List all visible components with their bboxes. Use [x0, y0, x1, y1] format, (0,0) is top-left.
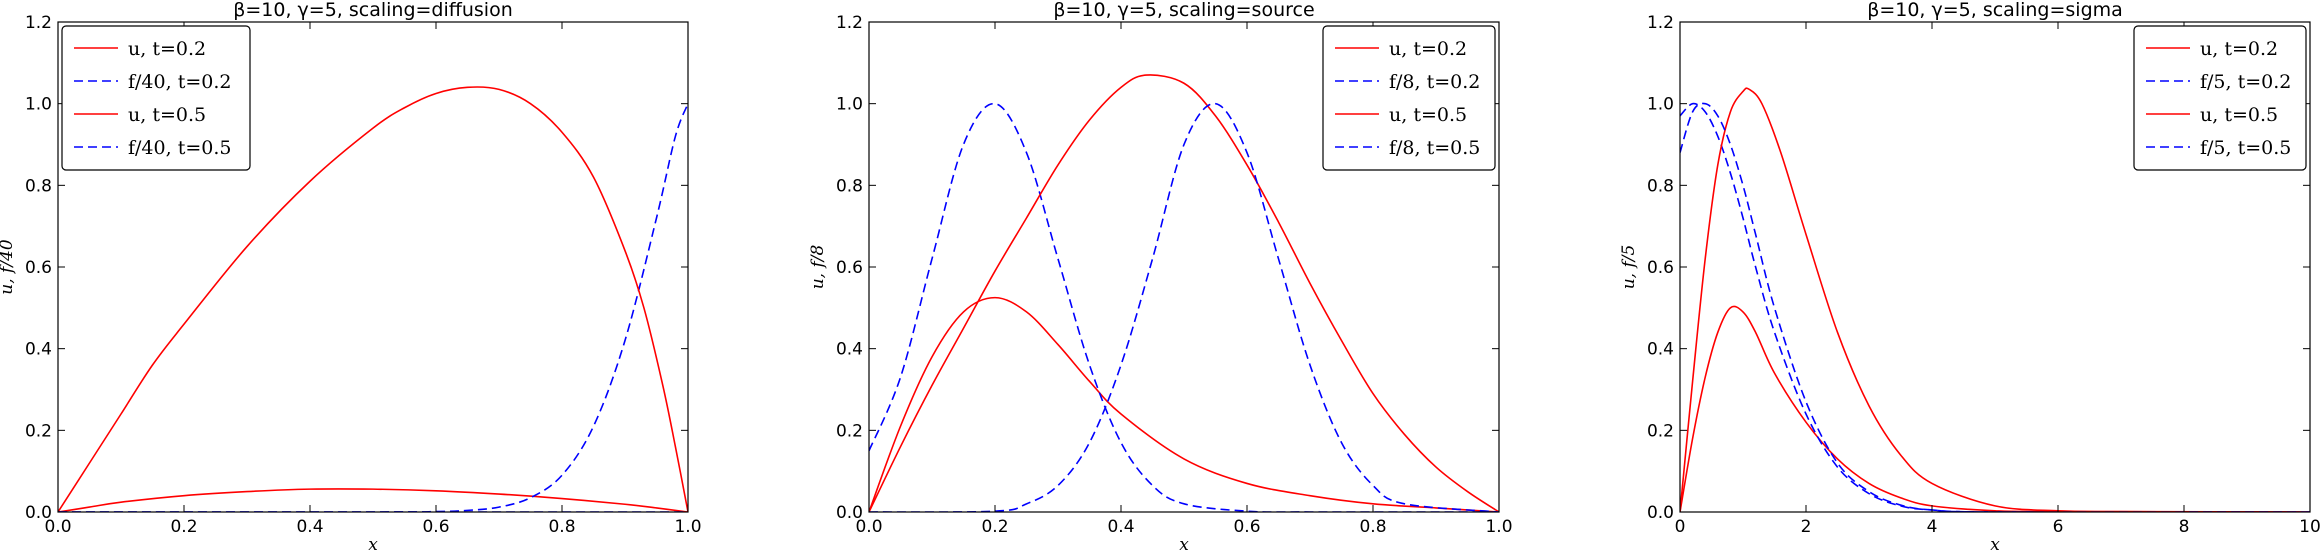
series-line-3 [869, 102, 1499, 512]
legend-box [2133, 25, 2307, 171]
x-tick-label: 0 [1675, 517, 1686, 537]
y-tick-label: 0.0 [25, 503, 52, 523]
legend: u, t=0.2 f/40, t=0.2 u, t=0.5 f/40, t=0.5 [61, 25, 251, 171]
y-axis-label: u, f/5 [1619, 245, 1639, 290]
chart-title: β=10, γ=5, scaling=source [1053, 0, 1314, 21]
y-tick-label: 0.6 [1647, 258, 1674, 278]
x-tick-label: 0.4 [1107, 517, 1134, 537]
chart-panel-sigma: 0 2 4 6 8 10 0.0 0.2 0.4 0.6 0.8 1.0 1.2 β=10, γ=5, s… [1619, 0, 2321, 552]
x-axis-label: x [368, 535, 378, 552]
x-tick-label: 0.0 [855, 517, 882, 537]
y-tick-label: 1.2 [1647, 13, 1674, 33]
series-line-2 [869, 74, 1499, 512]
y-tick-label: 0.8 [836, 176, 863, 196]
x-tick-label: 0.6 [1233, 517, 1260, 537]
y-tick-label: 0.6 [836, 258, 863, 278]
legend-label-2: u, t=0.5 [2200, 104, 2278, 126]
chart-panel-diffusion: 0.0 0.2 0.4 0.6 0.8 1.0 0.0 0.2 0.4 0.6 0.8 1.0 1.2 β… [0, 0, 702, 552]
y-tick-label: 0.4 [1647, 340, 1674, 360]
x-tick-label: 6 [2053, 517, 2064, 537]
series-line-0 [58, 488, 688, 512]
x-tick-label: 4 [1927, 517, 1938, 537]
y-tick-label: 0.0 [1647, 503, 1674, 523]
x-tick-label: 1.0 [1485, 517, 1512, 537]
x-tick-label: 1.0 [674, 517, 701, 537]
legend-label-1: f/5, t=0.2 [2200, 71, 2291, 93]
y-tick-label: 0.2 [836, 421, 863, 441]
y-tick-label: 0.4 [836, 340, 863, 360]
series-lines [1680, 87, 2310, 512]
legend-label-3: f/40, t=0.5 [128, 137, 231, 159]
x-axis-label: x [1179, 535, 1189, 552]
legend-label-0: u, t=0.2 [128, 38, 206, 60]
series-line-1 [869, 102, 1499, 512]
x-tick-label: 0.6 [422, 517, 449, 537]
x-tick-label: 0.2 [981, 517, 1008, 537]
y-tick-label: 0.2 [25, 421, 52, 441]
legend-label-2: u, t=0.5 [128, 104, 206, 126]
legend-label-0: u, t=0.2 [1389, 38, 1467, 60]
y-tick-label: 1.0 [1647, 95, 1674, 115]
series-line-2 [58, 86, 688, 512]
x-tick-label: 10 [2299, 517, 2321, 537]
x-tick-label: 0.8 [548, 517, 575, 537]
y-axis-label: u, f/40 [0, 239, 17, 295]
legend-label-3: f/8, t=0.5 [1389, 137, 1480, 159]
y-axis-label: u, f/8 [808, 245, 828, 290]
x-tick-label: 0.8 [1359, 517, 1386, 537]
x-tick-label: 0.2 [170, 517, 197, 537]
x-tick-label: 2 [1801, 517, 1812, 537]
series-line-2 [1680, 87, 2310, 512]
legend-box [61, 25, 251, 171]
chart-panel-source: 0.0 0.2 0.4 0.6 0.8 1.0 0.0 0.2 0.4 0.6 0.8 1.0 1.2 β… [808, 0, 1513, 552]
y-tick-label: 1.2 [25, 13, 52, 33]
chart-title: β=10, γ=5, scaling=diffusion [233, 0, 513, 21]
series-line-1 [1680, 102, 2310, 512]
legend-label-3: f/5, t=0.5 [2200, 137, 2291, 159]
chart-title: β=10, γ=5, scaling=sigma [1867, 0, 2123, 21]
legend-label-1: f/40, t=0.2 [128, 71, 231, 93]
series-line-0 [1680, 305, 2310, 512]
legend-label-2: u, t=0.5 [1389, 104, 1467, 126]
legend-label-0: u, t=0.2 [2200, 38, 2278, 60]
series-line-3 [1680, 102, 2310, 512]
legend-box [1322, 25, 1496, 171]
x-tick-label: 0.0 [44, 517, 71, 537]
y-tick-label: 0.0 [836, 503, 863, 523]
y-tick-label: 1.0 [25, 95, 52, 115]
legend: u, t=0.2 f/5, t=0.2 u, t=0.5 f/5, t=0.5 [2133, 25, 2307, 171]
y-tick-label: 1.2 [836, 13, 863, 33]
y-tick-label: 0.6 [25, 258, 52, 278]
series-lines [869, 74, 1499, 512]
legend: u, t=0.2 f/8, t=0.2 u, t=0.5 f/8, t=0.5 [1322, 25, 1496, 171]
y-tick-label: 0.8 [1647, 176, 1674, 196]
x-axis-label: x [1990, 535, 2000, 552]
y-tick-label: 0.4 [25, 340, 52, 360]
y-tick-label: 1.0 [836, 95, 863, 115]
x-tick-label: 8 [2179, 517, 2190, 537]
series-line-0 [869, 296, 1499, 512]
x-tick-label: 0.4 [296, 517, 323, 537]
y-tick-label: 0.2 [1647, 421, 1674, 441]
legend-label-1: f/8, t=0.2 [1389, 71, 1480, 93]
y-tick-label: 0.8 [25, 176, 52, 196]
